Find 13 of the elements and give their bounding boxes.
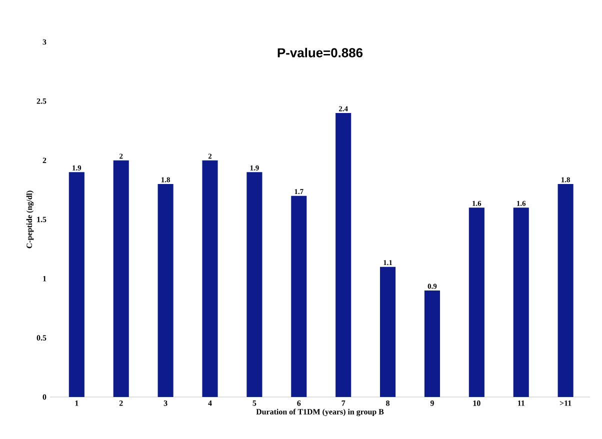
bar [202,160,218,397]
bar [558,184,574,397]
bar [468,208,484,397]
bar [68,172,84,397]
bar [380,266,396,397]
bar [246,172,262,397]
bar [513,208,529,397]
bar [336,113,352,397]
bar [113,160,129,397]
chart-title: P-value=0.886 [278,48,363,58]
bar [158,184,174,397]
bar [424,290,440,397]
bar [291,196,307,397]
